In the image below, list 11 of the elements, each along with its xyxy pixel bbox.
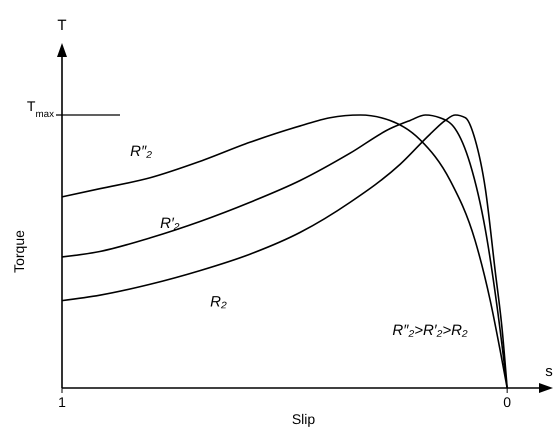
annotation: R″₂>R′₂>R₂ — [392, 322, 468, 339]
x-tick-label: 1 — [58, 394, 66, 410]
y-axis-title: Torque — [11, 230, 27, 273]
ref-line-label: T$_{max}$ — [26, 98, 54, 120]
x-tick-label: 0 — [503, 394, 512, 410]
text: T — [57, 17, 67, 34]
series-label: R″₂ — [130, 142, 152, 160]
x-axis-title: Slip — [292, 411, 316, 427]
series-label: R₂ — [210, 293, 227, 310]
series-label: R′₂ — [160, 214, 180, 232]
text: s — [545, 363, 553, 380]
